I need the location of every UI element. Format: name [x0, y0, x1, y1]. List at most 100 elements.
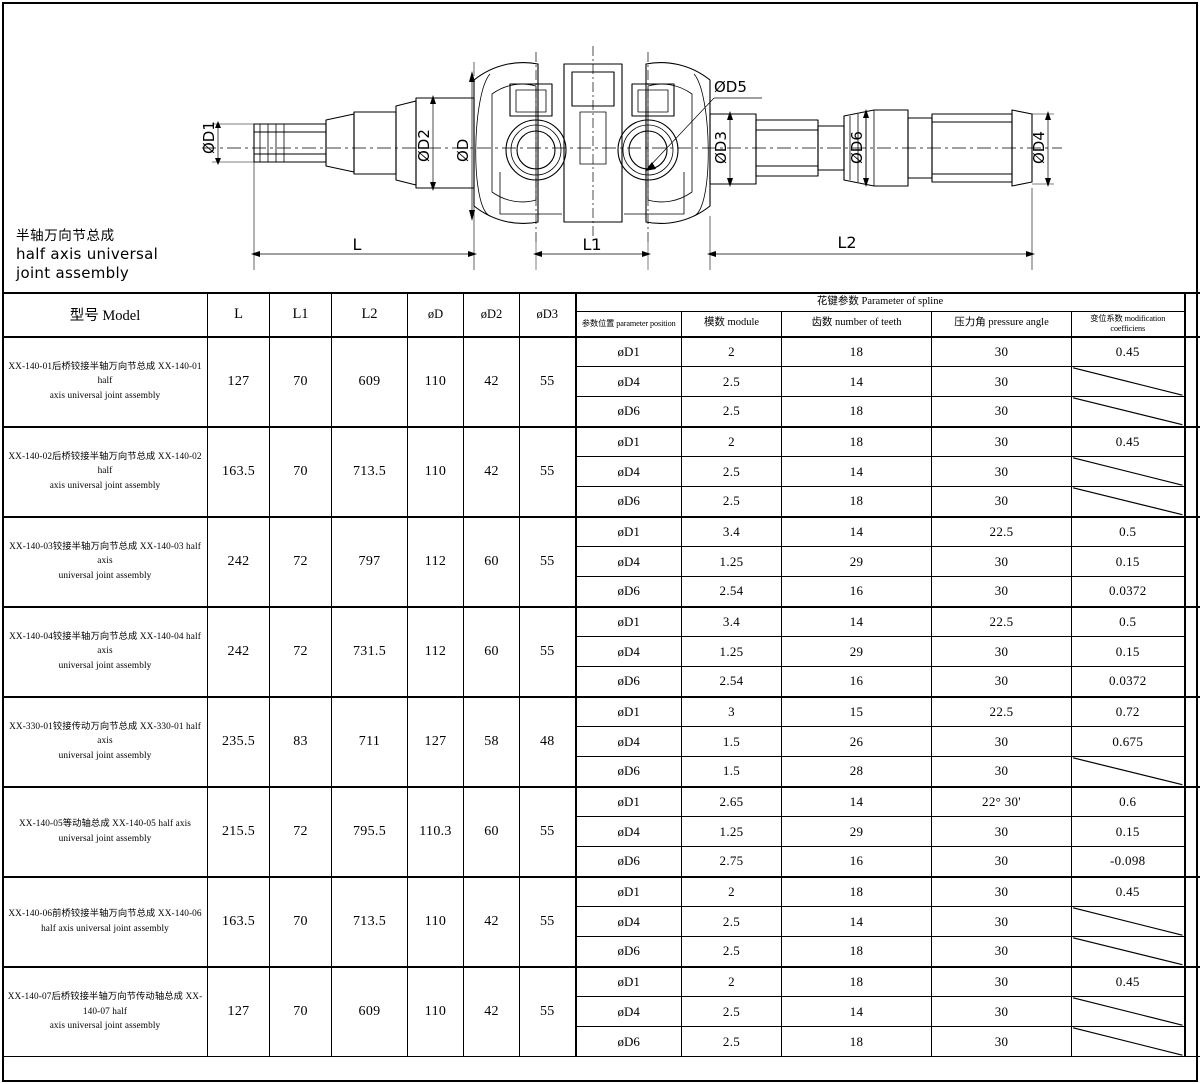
dim-label-d: ØD [454, 139, 472, 162]
model-line-2: universal joint assembly [58, 660, 152, 671]
table-header: 型号 Model L L1 L2 øD øD2 øD3 花键参数 Paramet… [2, 291, 1200, 338]
col-header-pressure-angle: 压力角 pressure angle [931, 310, 1072, 338]
cell-module: 2 [681, 425, 782, 458]
cell-param-position: øD1 [574, 605, 682, 638]
cell-module: 2.5 [681, 486, 782, 518]
cell-pressure-angle: 30 [931, 425, 1072, 458]
cell-param-position: øD1 [574, 875, 682, 908]
cell-d2: 60 [463, 605, 520, 698]
cell-module: 1.25 [681, 636, 782, 668]
cell-l2: 609 [331, 335, 408, 428]
cell-modification: 0.5 [1071, 605, 1185, 638]
cell-module: 2.54 [681, 666, 782, 698]
caption-english-line1: half axis universal [16, 245, 159, 264]
table-row: øD6 2.5 18 30 [3, 1026, 1200, 1058]
cell-modification: 0.45 [1071, 335, 1185, 368]
cell-modification-empty [1071, 996, 1185, 1028]
cell-module: 3 [681, 695, 782, 728]
cell-l1: 83 [269, 695, 332, 788]
cell-teeth: 16 [781, 576, 932, 608]
cell-param-position: øD4 [574, 456, 682, 488]
cell-d2: 42 [463, 875, 520, 968]
cell-module: 1.5 [681, 756, 782, 788]
model-line-1: XX-330-01铰接传动万向节总成 XX-330-01 half axis [9, 722, 201, 747]
cell-d2: 42 [463, 965, 520, 1058]
cell-teeth: 29 [781, 816, 932, 848]
model-line-1: XX-140-02后桥铰接半轴万向节总成 XX-140-02 half [8, 452, 202, 477]
cell-module: 2.5 [681, 1026, 782, 1058]
col-header-D3: øD3 [519, 292, 576, 338]
model-line-2: axis universal joint assembly [49, 1021, 161, 1032]
cell-pressure-angle: 30 [931, 965, 1072, 998]
cell-d3: 55 [519, 875, 576, 968]
col-header-D5: øD5 [1183, 292, 1200, 338]
table-row: øD4 1.25 29 30 0.15 [3, 636, 1200, 668]
cell-l: 242 [207, 515, 270, 608]
cell-model: XX-140-01后桥铰接半轴万向节总成 XX-140-01 half axis … [2, 335, 208, 428]
cell-modification-empty [1071, 486, 1185, 518]
model-line-2: axis universal joint assembly [49, 480, 161, 491]
cell-module: 2.5 [681, 906, 782, 938]
cell-module: 1.25 [681, 816, 782, 848]
cell-param-position: øD1 [574, 695, 682, 728]
cell-l2: 711 [331, 695, 408, 788]
dim-label-L1: L1 [582, 235, 601, 254]
caption-chinese: 半轴万向节总成 [16, 228, 115, 244]
table-row: øD6 2.75 16 30 -0.098 [3, 846, 1200, 878]
cell-l: 242 [207, 605, 270, 698]
cell-d3: 55 [519, 605, 576, 698]
cell-module: 2 [681, 335, 782, 368]
cell-d2: 60 [463, 515, 520, 608]
cell-pressure-angle: 30 [931, 936, 1072, 968]
table-row: XX-140-02后桥铰接半轴万向节总成 XX-140-02 half axis … [2, 425, 1200, 518]
cell-param-position: øD6 [574, 666, 682, 698]
cell-model: XX-140-06前桥铰接半轴万向节总成 XX-140-06 half axis … [2, 875, 208, 968]
cell-param-position: øD1 [574, 335, 682, 368]
cell-d: 112 [407, 515, 464, 608]
cell-pressure-angle: 30 [931, 666, 1072, 698]
col-header-teeth: 齿数 number of teeth [781, 310, 932, 338]
table-row: øD6 2.54 16 30 0.0372 [3, 576, 1200, 608]
cell-d3: 55 [519, 965, 576, 1058]
cell-d2: 42 [463, 425, 520, 518]
table-body: XX-140-01后桥铰接半轴万向节总成 XX-140-01 half axis … [2, 335, 1200, 1058]
table-row: XX-140-03铰接半轴万向节总成 XX-140-03 half axis un… [2, 515, 1200, 608]
cell-teeth: 14 [781, 605, 932, 638]
cell-pressure-angle: 30 [931, 816, 1072, 848]
cell-modification-empty [1071, 396, 1185, 428]
cell-teeth: 14 [781, 906, 932, 938]
cell-param-position: øD6 [574, 576, 682, 608]
cell-l1: 72 [269, 515, 332, 608]
cell-module: 2.65 [681, 785, 782, 818]
cell-d: 112 [407, 605, 464, 698]
cell-teeth: 14 [781, 996, 932, 1028]
cell-module: 2.5 [681, 456, 782, 488]
cell-d2: 58 [463, 695, 520, 788]
cell-teeth: 14 [781, 785, 932, 818]
model-line-1: XX-140-06前桥铰接半轴万向节总成 XX-140-06 [8, 909, 202, 920]
table-row: XX-140-05等动轴总成 XX-140-05 half axis univer… [2, 785, 1200, 878]
table-row: XX-140-01后桥铰接半轴万向节总成 XX-140-01 half axis … [2, 335, 1200, 428]
col-header-modification: 变位系数 modification coefficiens [1071, 310, 1185, 338]
cell-param-position: øD6 [574, 396, 682, 428]
cell-pressure-angle: 30 [931, 456, 1072, 488]
cell-param-position: øD4 [574, 726, 682, 758]
model-line-2: universal joint assembly [58, 570, 152, 581]
cell-l2: 795.5 [331, 785, 408, 878]
model-line-1: XX-140-01后桥铰接半轴万向节总成 XX-140-01 half [8, 362, 202, 387]
cell-param-position: øD1 [574, 515, 682, 548]
cell-module: 1.5 [681, 726, 782, 758]
cell-modification: 0.6 [1071, 785, 1185, 818]
dim-label-d4: ØD4 [1030, 131, 1048, 164]
cell-param-position: øD4 [574, 996, 682, 1028]
cell-param-position: øD6 [574, 486, 682, 518]
cell-modification-empty [1071, 456, 1185, 488]
cell-teeth: 28 [781, 756, 932, 788]
cell-modification: 0.0372 [1071, 666, 1185, 698]
model-line-1: XX-140-03铰接半轴万向节总成 XX-140-03 half axis [9, 542, 201, 567]
dim-label-L: L [353, 235, 362, 254]
cell-param-position: øD1 [574, 785, 682, 818]
cell-l1: 70 [269, 425, 332, 518]
cell-teeth: 14 [781, 456, 932, 488]
